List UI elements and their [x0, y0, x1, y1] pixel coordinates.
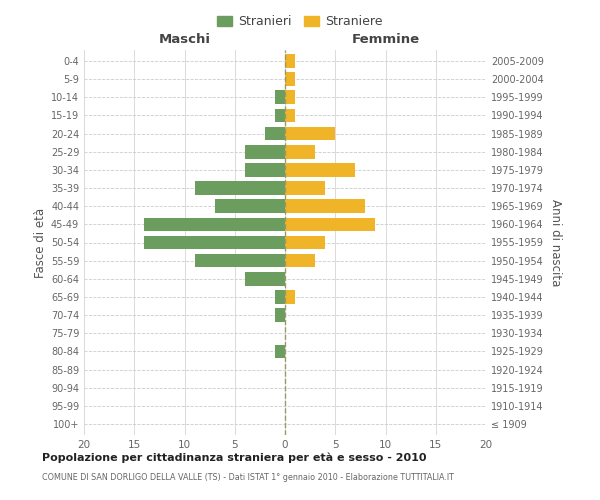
Text: Popolazione per cittadinanza straniera per età e sesso - 2010: Popolazione per cittadinanza straniera p… — [42, 452, 427, 463]
Text: Femmine: Femmine — [352, 33, 419, 46]
Bar — [245, 163, 285, 176]
Bar — [285, 126, 335, 140]
Bar — [194, 181, 285, 195]
Bar — [245, 272, 285, 285]
Text: Maschi: Maschi — [158, 33, 211, 46]
Bar — [285, 145, 315, 158]
Bar — [285, 54, 295, 68]
Bar — [285, 108, 295, 122]
Bar — [275, 290, 285, 304]
Bar — [285, 236, 325, 250]
Bar — [145, 236, 285, 250]
Y-axis label: Fasce di età: Fasce di età — [34, 208, 47, 278]
Bar — [275, 344, 285, 358]
Bar — [194, 254, 285, 268]
Bar — [275, 108, 285, 122]
Text: COMUNE DI SAN DORLIGO DELLA VALLE (TS) - Dati ISTAT 1° gennaio 2010 - Elaborazio: COMUNE DI SAN DORLIGO DELLA VALLE (TS) -… — [42, 472, 454, 482]
Bar — [215, 200, 285, 213]
Bar — [285, 163, 355, 176]
Bar — [145, 218, 285, 231]
Bar — [265, 126, 285, 140]
Bar — [275, 308, 285, 322]
Y-axis label: Anni di nascita: Anni di nascita — [549, 199, 562, 286]
Bar — [285, 254, 315, 268]
Legend: Stranieri, Straniere: Stranieri, Straniere — [213, 11, 387, 32]
Bar — [285, 290, 295, 304]
Bar — [285, 90, 295, 104]
Bar — [275, 90, 285, 104]
Bar — [285, 200, 365, 213]
Bar — [285, 181, 325, 195]
Bar — [285, 72, 295, 86]
Bar — [245, 145, 285, 158]
Bar — [285, 218, 376, 231]
